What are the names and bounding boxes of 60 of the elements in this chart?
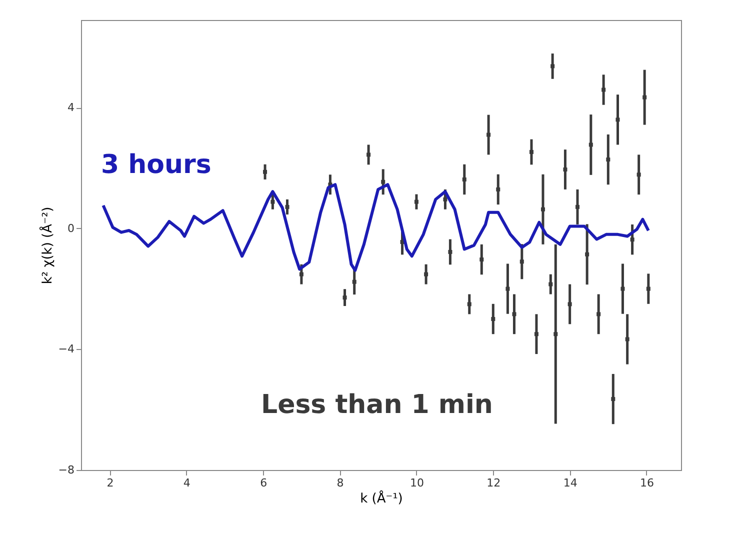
y-axis-title: k² χ(k) (Å⁻²)	[38, 206, 56, 284]
point	[596, 312, 601, 316]
x-tick-label: 14	[563, 476, 578, 490]
point	[529, 150, 534, 154]
y-tick-label: 4	[68, 101, 74, 114]
point	[424, 272, 428, 276]
point	[611, 397, 616, 402]
x-tick-label: 6	[260, 476, 268, 490]
x-axis-title: k (Å⁻¹)	[360, 490, 403, 506]
point	[616, 118, 620, 122]
point	[496, 187, 500, 192]
point	[270, 200, 275, 204]
point	[575, 204, 580, 209]
point	[381, 180, 386, 184]
x-tick-label: 16	[640, 476, 654, 490]
point	[299, 272, 304, 276]
point	[263, 170, 268, 174]
x-tick-label: 8	[336, 476, 344, 490]
point	[630, 238, 634, 242]
x-tick-label: 12	[486, 476, 501, 490]
x-tick-label: 2	[106, 476, 114, 490]
point	[620, 286, 625, 291]
point	[534, 332, 538, 336]
line-series	[102, 183, 650, 272]
point	[568, 302, 572, 306]
point	[636, 172, 641, 177]
point	[462, 177, 466, 182]
point	[467, 302, 472, 306]
point	[642, 95, 647, 100]
series-label: 3 hours	[101, 150, 212, 180]
y-tick-label: −8	[58, 464, 74, 476]
point	[550, 64, 555, 68]
point	[606, 158, 610, 162]
point	[448, 250, 452, 254]
point	[352, 280, 356, 284]
y-tick-label: 0	[68, 222, 74, 235]
point	[366, 152, 371, 157]
text: Less than 1 min	[261, 390, 493, 420]
point	[520, 260, 524, 264]
point	[625, 337, 630, 342]
point	[443, 197, 448, 202]
point	[414, 200, 418, 204]
point	[486, 132, 491, 137]
point	[506, 286, 510, 291]
point	[342, 296, 347, 300]
point	[285, 204, 290, 209]
point	[602, 88, 606, 92]
point	[540, 207, 545, 212]
point	[646, 286, 650, 291]
point	[585, 252, 590, 256]
point	[491, 316, 496, 321]
point	[512, 312, 516, 316]
point	[554, 332, 558, 336]
y-tick-label: −4	[58, 342, 74, 356]
point	[480, 257, 484, 262]
point	[588, 142, 593, 147]
point	[548, 282, 553, 286]
x-tick-label: 4	[183, 476, 190, 490]
x-tick-label: 10	[410, 476, 424, 490]
point	[563, 167, 568, 172]
